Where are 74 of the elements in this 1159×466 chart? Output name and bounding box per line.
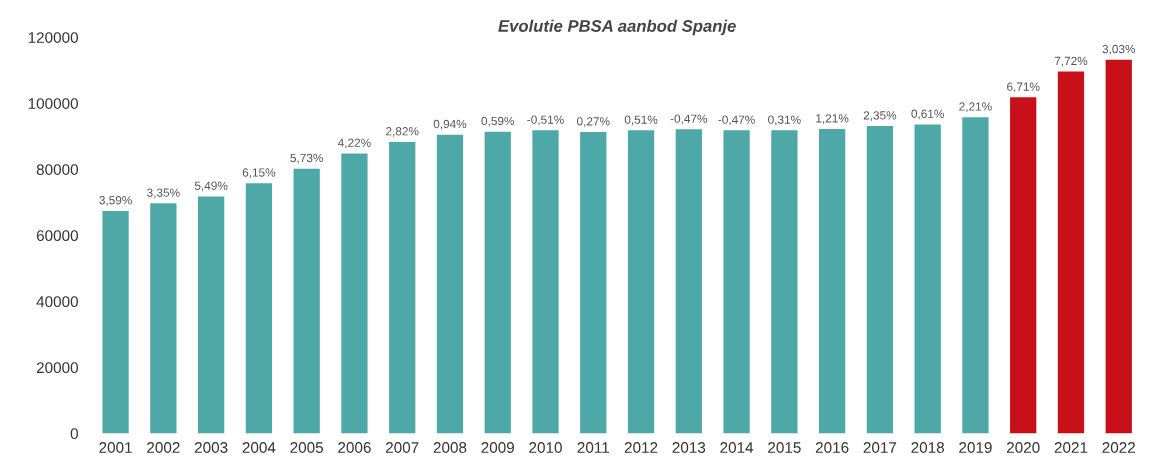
bar [389, 141, 416, 434]
bar [675, 129, 702, 434]
annotation: 0,61% [911, 109, 944, 120]
x-tick-label: 2016 [815, 442, 849, 453]
bar [150, 203, 177, 434]
annotation: 6,71% [1007, 82, 1040, 93]
bar [436, 134, 464, 434]
bar [627, 130, 655, 434]
x-tick-label: 2009 [481, 442, 515, 453]
x-tick-label: 2006 [338, 442, 371, 453]
x-tick-label: 2012 [624, 442, 658, 453]
y-tick-label: 60000 [36, 230, 78, 242]
y-tick-label: 20000 [36, 362, 78, 374]
annotation: 7,72% [1054, 56, 1088, 67]
x-tick-label: 2007 [385, 442, 419, 453]
bar [341, 153, 368, 434]
x-tick-label: 2020 [1006, 442, 1040, 453]
x-tick-label: 2014 [720, 442, 754, 453]
bar [771, 130, 798, 434]
bar [102, 210, 129, 434]
x-tick-label: 2021 [1054, 442, 1088, 453]
annotation: 0,59% [481, 116, 515, 127]
x-tick-label: 2017 [863, 442, 897, 453]
x-tick-label: 2013 [672, 442, 706, 453]
bar [245, 183, 273, 434]
annotation: 6,15% [242, 168, 276, 179]
x-tick-label: 2001 [99, 442, 132, 453]
x-tick-label: 2008 [433, 442, 467, 453]
y-tick-label: 80000 [36, 164, 78, 175]
bar [197, 196, 225, 434]
x-tick-label: 2019 [959, 442, 992, 453]
bar [914, 124, 941, 434]
bar [1105, 59, 1132, 434]
annotation: -0,51% [527, 115, 564, 126]
annotation: -0,47% [670, 114, 708, 125]
bar [580, 132, 607, 434]
annotation: 2,21% [959, 102, 992, 113]
bar [484, 131, 511, 434]
bar [293, 168, 320, 434]
y-tick-label: 120000 [28, 32, 78, 43]
annotation: 0,51% [624, 115, 658, 126]
x-tick-label: 2004 [242, 442, 276, 453]
x-tick-label: 2005 [290, 442, 324, 453]
chart-title: Evolutie PBSA aanbod Spanje [498, 19, 736, 36]
annotation: 2,82% [386, 127, 419, 137]
bar [818, 129, 846, 434]
y-tick-label: 40000 [36, 296, 78, 308]
bar [532, 130, 559, 434]
x-tick-label: 2018 [911, 442, 944, 453]
annotation: -0,47% [718, 115, 755, 126]
y-tick-label: 0 [70, 428, 78, 440]
x-tick-label: 2002 [147, 442, 180, 453]
bar [723, 130, 750, 434]
annotation: 0,31% [768, 115, 801, 126]
annotation: 2,35% [863, 111, 897, 121]
annotation: 4,22% [337, 138, 371, 149]
bar [1057, 71, 1085, 434]
x-tick-label: 2011 [577, 442, 609, 453]
annotation: 1,21% [816, 114, 849, 124]
annotation: 5,49% [194, 181, 228, 192]
x-tick-label: 2015 [768, 442, 801, 453]
x-tick-label: 2003 [194, 442, 228, 453]
annotation: 3,59% [99, 196, 132, 206]
bar [1010, 97, 1037, 434]
annotation: 3,03% [1102, 44, 1136, 55]
x-tick-label: 2022 [1102, 442, 1135, 453]
annotation: 0,94% [433, 119, 467, 130]
annotation: 3,35% [147, 188, 180, 199]
x-tick-label: 2010 [529, 442, 562, 453]
bar [866, 126, 894, 434]
y-tick-label: 100000 [28, 98, 78, 109]
bar [962, 117, 989, 434]
annotation: 5,73% [290, 153, 323, 164]
annotation: 0,27% [577, 117, 610, 127]
